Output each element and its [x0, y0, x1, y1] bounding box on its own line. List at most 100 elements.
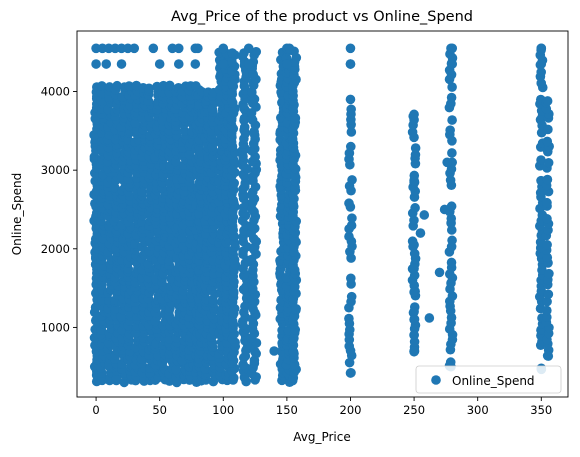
data-point — [166, 273, 176, 284]
x-tick-label: 50 — [152, 403, 167, 417]
data-point — [447, 82, 457, 92]
data-point — [409, 346, 419, 356]
data-point — [248, 304, 258, 314]
chart-title: Avg_Price of the product vs Online_Spend — [171, 9, 473, 25]
data-point — [346, 273, 356, 284]
data-point — [164, 256, 174, 266]
y-axis-label: Online_Spend — [10, 173, 24, 256]
data-point — [346, 291, 357, 302]
data-point — [346, 220, 357, 231]
data-point — [542, 96, 553, 106]
legend-box — [415, 365, 562, 394]
data-point — [243, 59, 254, 69]
data-point — [119, 377, 129, 388]
data-point — [410, 203, 420, 213]
x-axis-label: Avg_Price — [293, 430, 351, 444]
data-point — [218, 59, 229, 69]
data-point — [227, 48, 238, 58]
data-point — [284, 43, 295, 54]
data-point — [542, 136, 553, 147]
data-point — [407, 127, 418, 137]
data-point — [409, 306, 419, 317]
data-point — [116, 59, 127, 69]
x-tick-label: 0 — [92, 403, 99, 417]
y-tick-label: 4000 — [41, 85, 70, 99]
data-point — [347, 213, 357, 223]
data-point — [542, 239, 552, 250]
data-point — [101, 59, 112, 69]
data-point — [542, 305, 552, 316]
data-point — [346, 127, 357, 137]
data-point — [154, 59, 165, 69]
data-point — [97, 81, 107, 91]
data-point — [434, 267, 445, 278]
data-point — [191, 81, 201, 91]
data-point — [543, 157, 554, 168]
y-tick-label: 1000 — [41, 320, 70, 334]
data-point — [542, 350, 553, 361]
data-point — [409, 175, 419, 186]
data-point — [542, 197, 552, 208]
data-point — [190, 59, 201, 69]
data-point — [415, 228, 426, 238]
data-point — [111, 373, 122, 383]
data-point — [409, 263, 419, 274]
data-point — [542, 312, 552, 323]
data-point — [129, 43, 140, 54]
data-point — [542, 252, 553, 263]
data-point — [238, 359, 248, 370]
data-point — [424, 313, 435, 323]
data-point — [144, 83, 154, 94]
data-point — [143, 96, 154, 106]
data-point — [419, 210, 430, 220]
x-axis-ticks: 0 50 100 150 200 250 300 350 — [92, 397, 552, 417]
points-layer — [89, 43, 554, 388]
plot-frame — [76, 30, 569, 398]
data-point — [446, 225, 457, 235]
data-point — [91, 59, 101, 69]
x-tick-label: 150 — [276, 403, 298, 417]
data-point — [446, 92, 457, 103]
y-tick-label: 2000 — [41, 242, 70, 256]
data-point — [243, 43, 254, 54]
data-point — [179, 126, 190, 136]
data-point — [409, 330, 419, 341]
data-point — [447, 59, 458, 69]
data-point — [218, 43, 229, 54]
data-point — [345, 141, 356, 152]
data-point — [544, 268, 554, 279]
data-point — [409, 109, 419, 120]
data-point — [410, 143, 421, 153]
data-point — [345, 368, 356, 378]
data-point — [536, 67, 546, 77]
data-point — [409, 215, 419, 226]
x-tick-label: 250 — [403, 403, 425, 417]
data-point — [345, 43, 356, 54]
data-point — [164, 80, 175, 91]
legend: Online_Spend — [415, 365, 562, 394]
data-point — [251, 46, 262, 57]
data-point — [536, 155, 546, 165]
data-point — [536, 59, 547, 69]
data-point — [409, 287, 419, 297]
data-point — [193, 43, 203, 54]
data-point — [409, 314, 419, 325]
data-point — [344, 198, 354, 209]
data-point — [124, 81, 134, 91]
data-point — [410, 149, 421, 160]
data-point — [543, 124, 553, 135]
data-point — [445, 125, 455, 135]
data-point — [345, 59, 356, 69]
data-point — [542, 296, 552, 307]
data-point — [439, 204, 450, 215]
legend-label-online-spend: Online_Spend — [452, 374, 535, 388]
data-point — [447, 148, 457, 158]
data-point — [542, 174, 553, 185]
data-point — [543, 289, 554, 300]
data-point — [447, 43, 458, 54]
data-point — [112, 80, 122, 91]
data-point — [447, 115, 457, 125]
data-point — [446, 257, 457, 268]
